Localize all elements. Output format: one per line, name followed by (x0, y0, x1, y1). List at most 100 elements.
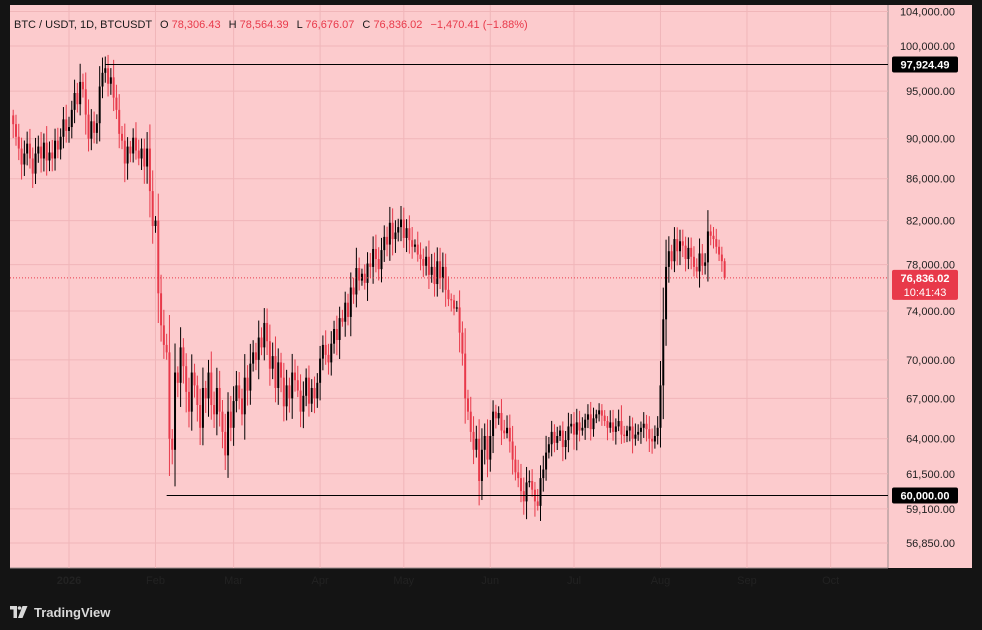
time-axis-tick-label: Jun (481, 575, 499, 587)
price-axis[interactable]: 104,000.00 100,000.00 95,000.00 90,000.00 86… (900, 6, 955, 549)
candle-body (182, 347, 185, 367)
candle-body (252, 352, 255, 364)
high-value: 78,564.39 (240, 19, 289, 31)
candle-body (402, 219, 405, 238)
candle-body (712, 235, 715, 240)
price-axis-tick-label: 74,000.00 (906, 306, 955, 318)
candle-body (129, 146, 132, 154)
candle-body (215, 387, 218, 415)
candle-body (187, 391, 190, 412)
candle-body (575, 422, 578, 435)
candle-body (494, 411, 497, 419)
time-axis-tick-label: Aug (651, 575, 671, 587)
candle-body (572, 423, 575, 435)
candle-body (673, 239, 676, 262)
candle-body (397, 227, 400, 233)
candle-body (531, 480, 534, 490)
time-axis[interactable]: 2026 Feb Mar Apr May Jun Jul Aug Sep Oct (57, 575, 839, 587)
candle-body (528, 480, 531, 483)
candle-body (598, 410, 601, 415)
candle-body (81, 81, 84, 90)
candle-body (240, 398, 243, 415)
candle-body (634, 434, 637, 439)
candle-body (394, 232, 397, 240)
tradingview-icon (10, 606, 28, 618)
candle-body (639, 427, 642, 432)
candle-body (302, 395, 305, 412)
candle-body (98, 86, 101, 124)
candle-body (589, 414, 592, 430)
candle-body (218, 387, 221, 412)
candle-body (408, 228, 411, 241)
candle-body (134, 137, 137, 151)
candle-body (199, 405, 202, 428)
candle-body (690, 247, 693, 257)
candle-body (123, 140, 126, 164)
candle-body (455, 307, 458, 309)
candle-body (405, 228, 408, 238)
candle-body (31, 158, 34, 174)
candle-body (137, 150, 140, 159)
candle-body (54, 140, 57, 159)
candle-body (360, 273, 363, 281)
time-axis-tick-label: Oct (822, 575, 839, 587)
candle-body (603, 415, 606, 422)
candle-body (179, 347, 182, 383)
level-price-tag (892, 56, 958, 73)
candle-body (383, 236, 386, 251)
candle-body (545, 452, 548, 470)
candle-body (653, 435, 656, 442)
current-price-tag (892, 269, 958, 300)
candle-body (12, 115, 15, 125)
candle-body (338, 318, 341, 340)
candle-body (391, 222, 394, 240)
candle-body (525, 482, 528, 502)
candle-body (59, 136, 62, 150)
candle-body (369, 263, 372, 267)
candle-body (330, 343, 333, 363)
candle-body (280, 362, 283, 378)
candle-body (676, 239, 679, 252)
candle-body (204, 387, 207, 399)
candle-body (333, 328, 336, 344)
candle-body (68, 127, 70, 131)
candle-body (355, 268, 358, 295)
open-value: 78,306.43 (172, 19, 221, 31)
candle-body (224, 431, 227, 456)
candle-body (480, 449, 483, 481)
candle-body (517, 472, 520, 479)
tradingview-logo[interactable]: TradingView (10, 603, 110, 621)
candle-body (475, 438, 478, 450)
time-axis-tick-label: May (393, 575, 414, 587)
candle-body (388, 222, 391, 245)
candle-body (335, 328, 338, 340)
candle-body (14, 124, 17, 137)
candle-body (623, 434, 626, 436)
candle-body (645, 423, 648, 430)
change-value: −1,470.41 (−1.88%) (430, 19, 527, 31)
candle-body (539, 478, 542, 506)
candle-body (73, 92, 76, 110)
open-label: O (160, 19, 169, 31)
candle-body (706, 231, 709, 263)
candle-body (254, 352, 257, 360)
candle-body (450, 299, 453, 301)
candle-body (419, 254, 422, 260)
candle-body (461, 332, 464, 354)
candle-body (547, 444, 550, 453)
candle-body (620, 421, 623, 435)
candle-body (296, 380, 299, 391)
brand-name: TradingView (34, 604, 111, 620)
candle-body (380, 250, 383, 270)
price-axis-tick-label: 90,000.00 (906, 134, 955, 146)
time-axis-tick-label: Jul (567, 575, 581, 587)
price-axis-tick-label: 70,000.00 (906, 355, 955, 367)
candle-body (595, 414, 598, 419)
high-label: H (229, 19, 237, 31)
candle-body (433, 266, 436, 285)
plot-area[interactable] (10, 5, 972, 568)
candle-body (26, 143, 29, 154)
candle-body (550, 431, 553, 445)
